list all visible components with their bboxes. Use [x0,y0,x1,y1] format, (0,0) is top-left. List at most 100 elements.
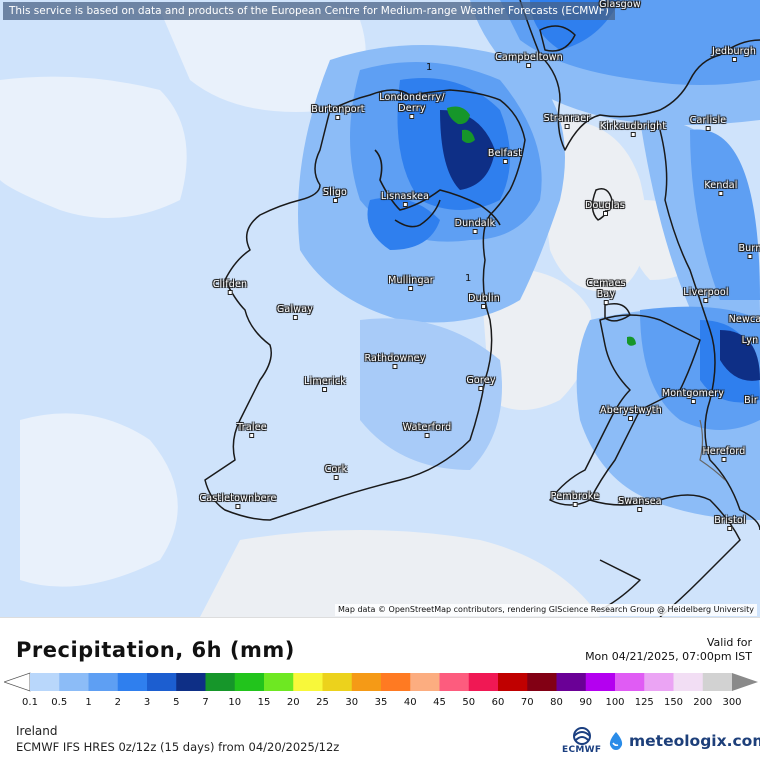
city-label: Montgomery [661,388,725,399]
city-marker[interactable]: Aberystwyth [600,406,662,422]
scale-tick-label: 0.1 [22,697,38,708]
scale-swatch [585,673,616,691]
city-marker[interactable]: Cork [325,465,348,481]
meteologix-logo[interactable]: meteologix.com [606,730,760,752]
city-dot [705,126,711,131]
city-dot [637,507,643,512]
city-label: Hereford [702,446,746,457]
city-label: Castletownbere [199,493,277,504]
city-dot [424,433,430,438]
city-dot [472,229,478,234]
city-marker[interactable]: Mullingar [388,276,434,292]
city-marker[interactable]: Waterford [403,423,452,439]
city-label: Derry [398,103,426,114]
city-marker[interactable]: Glasgow [599,0,641,10]
city-marker[interactable]: Belfast [488,149,522,165]
scale-swatch [615,673,645,691]
city-label: Jedburgh [711,46,757,57]
city-label: Burn [738,243,760,254]
city-marker[interactable]: Lyn [742,336,759,346]
city-label: Mullingar [388,275,434,286]
city-dot [630,132,636,137]
city-label: Newca [728,314,760,325]
scale-swatch [59,673,89,691]
scale-tick-label: 3 [143,697,151,708]
city-marker[interactable]: Rathdowney [364,354,425,370]
city-marker[interactable]: Bay [597,290,616,306]
city-dot [402,202,408,207]
city-marker[interactable]: Kendal [704,181,737,197]
ecmwf-logo[interactable]: ECMWF [560,726,604,756]
city-marker[interactable]: Montgomery [662,389,724,405]
scale-swatch [702,673,733,691]
city-marker[interactable]: Burtonport [311,105,365,121]
osm-attribution[interactable]: Map data © OpenStreetMap contributors, r… [335,604,757,616]
city-marker[interactable]: Cemaes [586,279,626,289]
city-marker[interactable]: Campbeltown [495,53,563,69]
ecmwf-logo-text: ECMWF [562,745,602,755]
scale-tick-label: 30 [345,697,359,708]
city-marker[interactable]: Stranraer [544,114,591,130]
city-marker[interactable]: Douglas [585,201,625,217]
city-label: Campbeltown [495,52,563,63]
scale-tick-labels: 0.1 0.5 1 2 3 5 7 10 15 20 25 30 35 40 45 50 60 70 80 90 100… [0,697,760,711]
city-label: Cork [324,464,348,475]
contour-label: 1 [465,273,472,284]
city-marker[interactable]: Hereford [702,447,745,463]
city-marker[interactable]: Burn [738,244,760,260]
scale-swatch [234,673,265,691]
scale-tick-label: 70 [520,697,534,708]
city-marker[interactable]: Galway [277,305,313,321]
city-marker[interactable]: Castletownbere [199,494,276,510]
city-marker[interactable]: Pembroke [551,492,600,508]
scale-tick-label: 100 [605,697,625,708]
scale-swatch [498,673,528,691]
city-label: Aberystwyth [600,405,662,416]
city-marker[interactable]: Dundalk [455,219,496,235]
city-marker[interactable]: Derry [398,103,426,120]
city-dot [249,433,255,438]
city-label: Tralee [237,422,267,433]
city-marker[interactable]: Londonderry/ [379,93,445,103]
scale-tick-label: 10 [228,697,242,708]
city-label: Waterford [402,422,452,433]
city-marker[interactable]: Sligo [323,188,347,204]
scale-tick-label: 45 [433,697,446,708]
city-dot [502,159,508,164]
city-marker[interactable]: Clifden [213,280,248,296]
scale-swatch [556,673,587,691]
city-marker[interactable]: Bristol [714,516,746,532]
precipitation-map[interactable]: This service is based on data and produc… [0,0,760,617]
city-marker[interactable]: Dublin [468,294,500,310]
city-marker[interactable]: Bir [744,396,758,406]
scale-swatch [410,673,440,691]
scale-tick-label: 35 [374,697,388,708]
scale-tick-label: 40 [403,697,417,708]
city-dot [721,457,727,462]
city-marker[interactable]: Limerick [304,377,346,393]
city-label: Lisnaskea [380,191,430,202]
city-marker[interactable]: Gorey [466,376,495,392]
city-marker[interactable]: Kirkcudbright [600,122,667,138]
city-dot [731,57,737,62]
scale-tick-label: 150 [663,697,684,708]
city-dot [690,399,696,404]
city-marker[interactable]: Tralee [237,423,267,439]
city-dot [409,114,415,119]
city-marker[interactable]: Lisnaskea [381,192,429,208]
city-label: Carlisle [689,115,727,126]
city-dot [747,254,753,259]
scale-tick-label: 2 [114,697,121,708]
city-label: Liverpool [683,287,729,298]
city-marker[interactable]: Swansea [618,497,662,513]
city-marker[interactable]: Jedburgh [712,47,756,63]
scale-tick-label: 25 [316,697,329,708]
city-marker[interactable]: Liverpool [683,287,729,304]
city-dot [392,364,398,369]
city-dot [628,416,634,421]
city-marker[interactable]: Carlisle [690,116,727,132]
scale-swatch [439,673,470,691]
city-label: Stranraer [543,113,591,124]
city-marker[interactable]: Newca [729,315,760,325]
scale-swatch [205,673,236,691]
